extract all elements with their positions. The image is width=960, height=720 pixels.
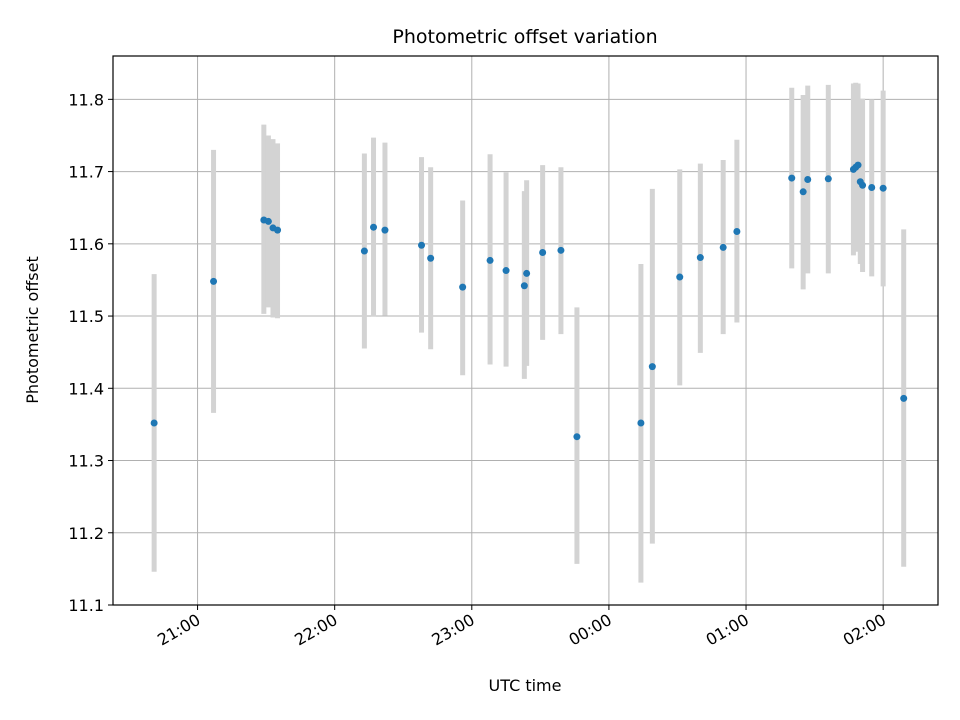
data-point xyxy=(879,184,887,192)
data-point xyxy=(868,183,876,191)
x-axis-label: UTC time xyxy=(489,676,562,695)
data-point xyxy=(274,226,282,234)
data-point xyxy=(381,226,389,234)
y-tick-label: 11.1 xyxy=(68,596,104,615)
y-tick-label: 11.4 xyxy=(68,379,104,398)
data-point xyxy=(859,181,867,189)
data-point xyxy=(459,283,467,291)
data-points xyxy=(150,161,908,441)
data-point xyxy=(648,363,656,371)
data-point xyxy=(557,246,565,254)
data-point xyxy=(264,217,272,225)
data-point xyxy=(418,241,426,249)
data-point xyxy=(824,175,832,183)
y-tick-label: 11.8 xyxy=(68,90,104,109)
data-point xyxy=(520,282,528,290)
y-tick-label: 11.2 xyxy=(68,524,104,543)
data-point xyxy=(150,419,158,427)
data-point xyxy=(733,228,741,236)
y-tick-label: 11.7 xyxy=(68,163,104,182)
data-point xyxy=(804,176,812,184)
data-point xyxy=(210,277,218,285)
y-axis: 11.1 11.2 11.3 11.4 11.5 11.6 11.7 11.8 xyxy=(68,90,113,615)
data-point xyxy=(486,256,494,264)
data-point xyxy=(523,269,531,277)
data-point xyxy=(360,247,368,255)
plot-frame xyxy=(112,55,939,606)
data-point xyxy=(799,188,807,196)
data-point xyxy=(676,273,684,281)
y-tick-label: 11.3 xyxy=(68,452,104,471)
data-point xyxy=(788,174,796,182)
data-point xyxy=(427,254,435,262)
y-axis-label: Photometric offset xyxy=(23,256,42,404)
data-point xyxy=(539,248,547,256)
data-point xyxy=(900,394,908,402)
data-point xyxy=(696,254,704,262)
data-point xyxy=(719,243,727,251)
data-point xyxy=(637,419,645,427)
data-point xyxy=(573,433,581,441)
chart-title: Photometric offset variation xyxy=(392,26,657,48)
data-point xyxy=(370,223,378,231)
y-tick-label: 11.5 xyxy=(68,307,104,326)
data-point xyxy=(854,161,862,169)
data-point xyxy=(502,267,510,275)
y-tick-label: 11.6 xyxy=(68,235,104,254)
